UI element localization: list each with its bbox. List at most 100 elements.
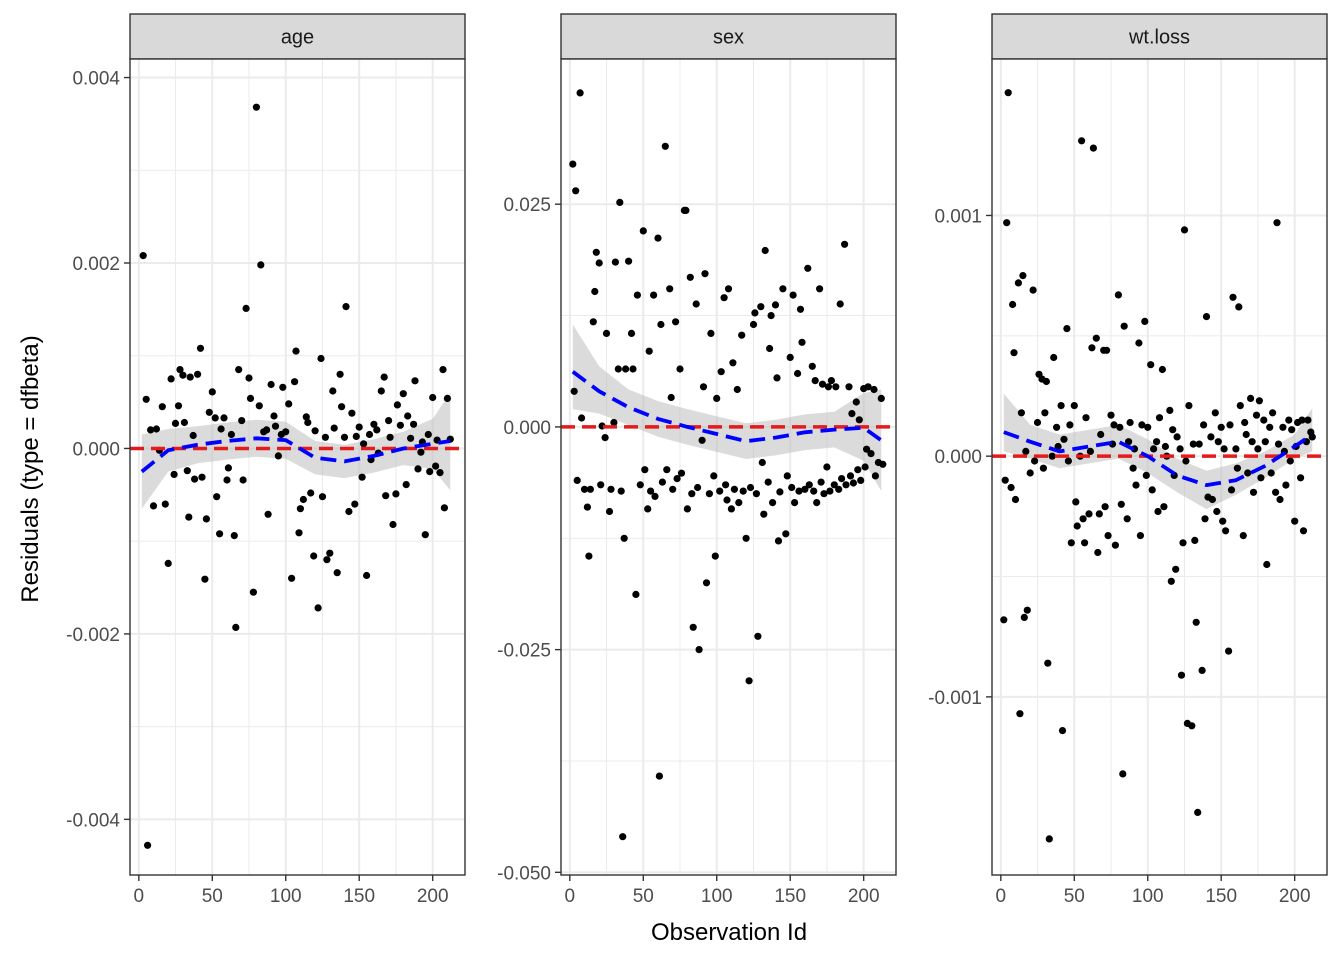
data-point bbox=[607, 485, 615, 493]
data-point bbox=[650, 291, 658, 299]
data-point bbox=[647, 487, 655, 495]
data-point bbox=[205, 408, 213, 416]
data-point bbox=[317, 354, 325, 363]
data-point bbox=[824, 383, 833, 391]
smooth-confidence-band bbox=[572, 324, 882, 492]
data-point bbox=[1261, 438, 1269, 446]
data-point bbox=[216, 530, 224, 538]
y-axis-title: Residuals (type = dfbeta) bbox=[17, 335, 44, 602]
data-point bbox=[1007, 483, 1015, 492]
data-point bbox=[745, 677, 753, 685]
data-point bbox=[629, 365, 637, 373]
data-point bbox=[1104, 532, 1112, 540]
smooth-trend-line bbox=[571, 370, 883, 444]
data-point bbox=[1057, 402, 1065, 410]
data-point bbox=[701, 270, 709, 278]
panel-sex: sex 0 50 100 150 200 -0.050 -0.025 0.000 0.025 bbox=[497, 13, 897, 907]
data-point bbox=[1000, 616, 1008, 624]
data-point bbox=[832, 383, 840, 391]
data-point bbox=[285, 400, 293, 408]
data-point bbox=[440, 504, 448, 512]
data-point bbox=[202, 515, 210, 523]
smooth-trend-line bbox=[1003, 430, 1314, 487]
data-point bbox=[764, 478, 772, 486]
data-point bbox=[194, 370, 202, 378]
data-point bbox=[1242, 430, 1250, 439]
data-point bbox=[838, 475, 846, 483]
x-tick-label: 200 bbox=[1279, 886, 1311, 907]
data-point bbox=[1252, 411, 1261, 419]
data-point bbox=[377, 387, 385, 395]
data-point bbox=[820, 490, 828, 498]
y-tick-label: 0.000 bbox=[503, 418, 551, 439]
data-point bbox=[1053, 423, 1061, 431]
data-point bbox=[677, 469, 686, 477]
data-point bbox=[351, 500, 359, 508]
data-point bbox=[611, 258, 620, 266]
data-point bbox=[183, 467, 191, 475]
data-point bbox=[1229, 293, 1237, 301]
data-point bbox=[1255, 397, 1263, 405]
data-point bbox=[1082, 414, 1090, 422]
data-point bbox=[1092, 334, 1100, 342]
panel-border bbox=[560, 58, 897, 876]
x-tick-label: 150 bbox=[774, 886, 806, 907]
data-point bbox=[666, 285, 674, 293]
data-point bbox=[826, 487, 834, 495]
data-point bbox=[688, 490, 696, 498]
data-point bbox=[211, 414, 219, 422]
data-point bbox=[264, 510, 272, 518]
data-point bbox=[686, 273, 694, 281]
data-point bbox=[1266, 423, 1274, 431]
data-point bbox=[695, 646, 703, 654]
data-point bbox=[170, 470, 178, 478]
data-point bbox=[811, 377, 819, 385]
data-point bbox=[742, 534, 750, 542]
data-point bbox=[625, 257, 633, 265]
data-point bbox=[727, 505, 736, 513]
data-point bbox=[1225, 647, 1233, 655]
data-point bbox=[1003, 219, 1011, 227]
data-point bbox=[271, 422, 280, 430]
data-point bbox=[1101, 503, 1109, 511]
data-point bbox=[1095, 510, 1103, 518]
data-point bbox=[224, 464, 232, 472]
data-point bbox=[424, 430, 432, 439]
data-point bbox=[1160, 503, 1168, 511]
data-point bbox=[1273, 219, 1281, 227]
data-point bbox=[1029, 286, 1037, 294]
data-point bbox=[329, 387, 337, 395]
x-tick-label: 100 bbox=[701, 886, 733, 907]
data-point bbox=[389, 520, 397, 529]
data-point bbox=[407, 434, 415, 442]
data-point bbox=[619, 833, 627, 841]
data-point bbox=[767, 312, 775, 320]
x-tick-label: 0 bbox=[996, 886, 1007, 907]
data-point bbox=[813, 499, 821, 507]
data-point bbox=[429, 393, 437, 402]
data-point bbox=[1066, 421, 1074, 429]
x-tick-label: 0 bbox=[134, 886, 145, 907]
data-point bbox=[877, 394, 885, 402]
data-point bbox=[1173, 433, 1181, 441]
data-point bbox=[1158, 365, 1166, 374]
data-point bbox=[654, 234, 662, 242]
data-point bbox=[217, 425, 225, 433]
data-point bbox=[1288, 426, 1296, 434]
data-point bbox=[399, 390, 407, 398]
data-point bbox=[1260, 416, 1268, 424]
data-point bbox=[1135, 339, 1143, 347]
data-point bbox=[816, 285, 824, 293]
data-point bbox=[1085, 510, 1093, 518]
data-point bbox=[326, 549, 334, 557]
data-point bbox=[614, 365, 622, 373]
data-point bbox=[1211, 409, 1219, 417]
data-point bbox=[805, 481, 813, 489]
data-point bbox=[711, 552, 719, 560]
data-point bbox=[436, 469, 444, 477]
data-point bbox=[788, 483, 796, 492]
data-point bbox=[1009, 300, 1017, 309]
facet-strip-label: sex bbox=[713, 27, 744, 49]
data-point bbox=[1126, 418, 1134, 427]
data-point bbox=[348, 409, 356, 417]
